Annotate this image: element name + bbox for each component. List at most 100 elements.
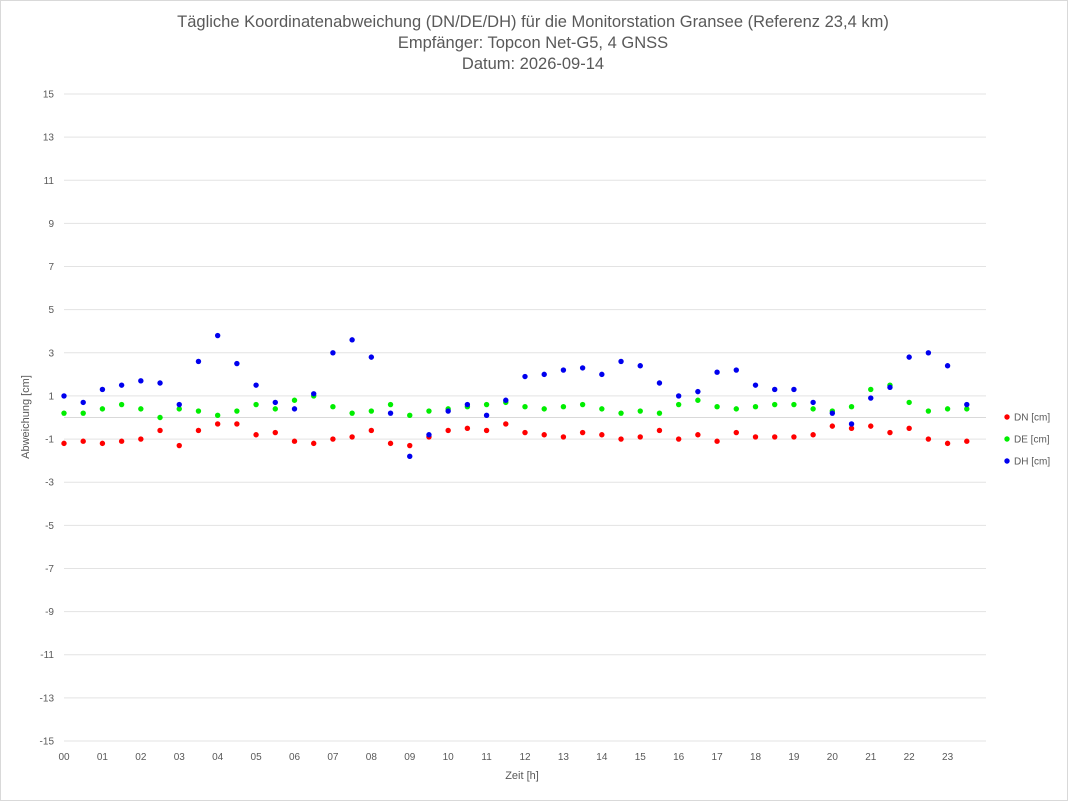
data-point [503, 421, 509, 427]
data-point [560, 404, 567, 410]
data-point [695, 388, 701, 395]
x-axis-title: Zeit [h] [505, 770, 539, 782]
data-point [964, 438, 970, 444]
data-point [848, 421, 855, 427]
x-tick-label: 03 [174, 752, 186, 763]
data-point [868, 386, 874, 393]
x-tick-label: 06 [289, 752, 301, 763]
legend-label: DN [cm] [1014, 413, 1050, 424]
data-points [61, 332, 970, 460]
legend-marker [1004, 414, 1010, 420]
data-point [618, 358, 624, 365]
data-point [560, 367, 567, 373]
x-tick-label: 22 [904, 752, 916, 763]
data-point [618, 436, 624, 442]
data-point [80, 438, 86, 444]
data-point [118, 438, 125, 444]
data-point [714, 438, 720, 444]
data-point [887, 429, 893, 436]
data-point [925, 408, 932, 414]
y-axis-ticks: 15 13 11 9 7 5 3 1 -1 -3 -5 -7 -9 -11 -13 -15 [40, 90, 55, 748]
data-point [579, 365, 586, 371]
x-tick-label: 01 [97, 752, 109, 763]
data-point [99, 440, 106, 447]
x-tick-label: 11 [481, 752, 492, 763]
data-point [272, 399, 278, 406]
x-tick-label: 00 [58, 752, 70, 763]
data-point [195, 358, 202, 365]
data-point [925, 436, 932, 442]
data-point [579, 401, 586, 408]
data-point [906, 354, 912, 360]
data-point [503, 397, 509, 403]
legend-label: DE [cm] [1014, 435, 1050, 446]
data-point [118, 401, 125, 408]
data-point [234, 360, 240, 367]
data-point [752, 382, 759, 388]
x-tick-label: 07 [327, 752, 339, 763]
data-point [868, 395, 874, 401]
data-point [599, 432, 605, 438]
data-point [675, 393, 682, 399]
y-tick-label: 3 [48, 348, 54, 359]
data-point [733, 406, 739, 412]
data-point [387, 410, 394, 416]
data-point [810, 432, 816, 438]
y-tick-label: 11 [44, 176, 55, 187]
data-point [483, 412, 490, 419]
data-point [368, 408, 375, 414]
data-point [906, 399, 912, 406]
data-point [944, 406, 951, 412]
data-point [138, 406, 144, 412]
data-point [214, 421, 221, 427]
x-tick-label: 16 [673, 752, 685, 763]
x-tick-label: 10 [443, 752, 455, 763]
x-tick-label: 23 [942, 752, 954, 763]
y-tick-label: 9 [48, 219, 54, 230]
data-point [157, 380, 163, 386]
data-point [944, 363, 951, 369]
y-tick-label: -1 [45, 435, 54, 446]
data-point [234, 408, 240, 414]
data-point [791, 386, 797, 393]
chart-title: Tägliche Koordinatenabweichung (DN/DE/DH… [0, 12, 1066, 75]
data-point [291, 397, 298, 403]
data-point [464, 401, 471, 408]
y-tick-label: -3 [45, 478, 54, 489]
data-point [80, 410, 86, 416]
data-point [791, 401, 797, 408]
data-point [311, 440, 317, 447]
data-point [253, 432, 259, 438]
data-point [848, 425, 855, 431]
data-point [157, 414, 163, 421]
data-point [714, 404, 720, 410]
x-tick-label: 04 [212, 752, 224, 763]
data-point [253, 382, 259, 388]
x-tick-label: 17 [712, 752, 724, 763]
data-point [964, 406, 970, 412]
data-point [445, 408, 451, 414]
data-point [176, 442, 182, 449]
data-point [234, 421, 240, 427]
data-point [772, 434, 778, 440]
data-point [214, 332, 221, 339]
data-point [772, 401, 778, 408]
data-point [426, 408, 432, 414]
data-point [407, 412, 413, 419]
data-point [138, 378, 144, 384]
chart-title-line-3: Datum: 2026-09-14 [461, 55, 605, 73]
data-point [118, 382, 125, 388]
data-point [925, 350, 932, 356]
data-point [772, 386, 778, 393]
data-point [99, 406, 106, 412]
data-point [599, 406, 605, 412]
x-tick-label: 21 [865, 752, 877, 763]
data-point [272, 406, 278, 412]
data-point [579, 429, 586, 436]
y-tick-label: -13 [40, 693, 55, 704]
x-tick-label: 05 [251, 752, 263, 763]
data-point [733, 367, 739, 373]
y-tick-label: 13 [43, 133, 55, 144]
x-tick-label: 15 [635, 752, 647, 763]
